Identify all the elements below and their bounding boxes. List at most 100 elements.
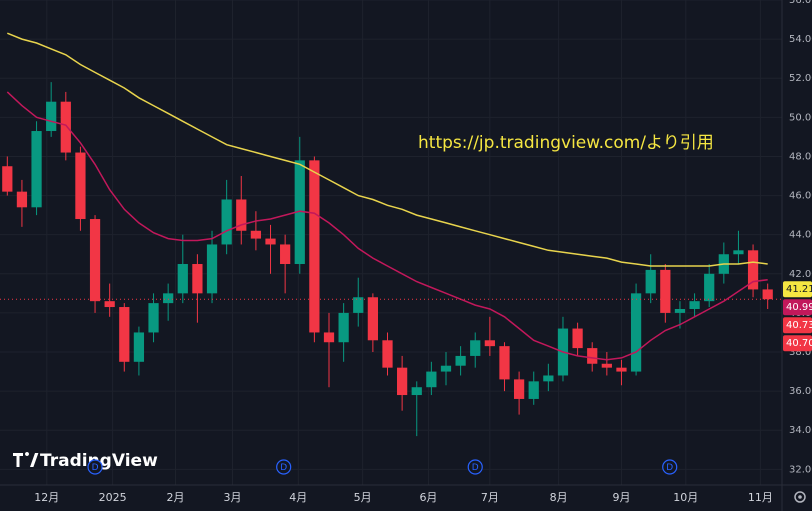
x-tick-label: 8月 bbox=[550, 491, 568, 504]
plot-area bbox=[0, 32, 782, 437]
candle-body bbox=[119, 307, 130, 362]
candle-body bbox=[689, 301, 700, 309]
event-marker bbox=[662, 459, 678, 475]
y-tick-label: 36.00 bbox=[789, 386, 812, 397]
candle-body bbox=[133, 332, 145, 362]
y-tick-label: 54.00 bbox=[789, 34, 812, 45]
candle-body bbox=[236, 199, 247, 231]
candle-body bbox=[674, 308, 686, 313]
y-tick-label: 44.00 bbox=[789, 230, 812, 241]
y-tick-label: 52.00 bbox=[789, 73, 812, 84]
candle-body bbox=[440, 365, 452, 372]
grid bbox=[0, 0, 782, 485]
price-labels: 41.21 40.99 40.73 40.70 bbox=[783, 281, 812, 352]
candle-body bbox=[382, 340, 393, 368]
price-label-box bbox=[783, 335, 812, 352]
candle-body bbox=[338, 312, 349, 343]
y-tick-label: 34.00 bbox=[789, 425, 812, 436]
candle-body bbox=[16, 191, 28, 208]
logo-icon bbox=[13, 452, 39, 467]
x-tick-label: 11月 bbox=[748, 491, 773, 504]
candle-body bbox=[353, 297, 364, 313]
candle-body bbox=[177, 264, 188, 294]
price-label: 40.70 bbox=[786, 338, 812, 349]
candle-body bbox=[75, 152, 86, 220]
candle-body bbox=[265, 238, 276, 245]
y-tick-label: 46.00 bbox=[789, 191, 812, 202]
candle-body bbox=[528, 381, 539, 399]
candle-body bbox=[455, 355, 466, 366]
event-label: D bbox=[280, 463, 287, 473]
y-tick-label: 56.00 bbox=[789, 0, 812, 6]
x-tick-label: 9月 bbox=[612, 491, 630, 504]
candle-body bbox=[206, 244, 218, 294]
candle-body bbox=[704, 273, 715, 302]
x-tick-label: 6月 bbox=[419, 491, 437, 504]
candle-body bbox=[645, 269, 656, 294]
x-tick-label: 2025 bbox=[99, 491, 127, 504]
y-tick-label: 32.00 bbox=[789, 464, 812, 475]
x-tick-label: 12月 bbox=[34, 491, 59, 504]
candle-body bbox=[747, 250, 759, 290]
candle-body bbox=[572, 328, 583, 349]
candle-body bbox=[587, 348, 598, 364]
candle-body bbox=[513, 379, 525, 399]
event-label: D bbox=[472, 463, 479, 473]
moving-average-line bbox=[6, 91, 768, 361]
y-tick-label: 38.00 bbox=[789, 347, 812, 358]
x-tick-label: 7月 bbox=[481, 491, 499, 504]
settings-icon[interactable] bbox=[794, 491, 806, 503]
x-tick-label: 3月 bbox=[224, 491, 242, 504]
candle-body bbox=[280, 244, 291, 265]
candle-body bbox=[601, 363, 612, 368]
candle-body bbox=[250, 230, 262, 239]
candle-body bbox=[367, 297, 378, 341]
candle-body bbox=[2, 166, 13, 192]
candle-body bbox=[60, 101, 71, 153]
candle-body bbox=[192, 264, 203, 294]
price-label: 41.21 bbox=[786, 284, 812, 295]
y-tick-label: 48.00 bbox=[789, 151, 812, 162]
candle-body bbox=[163, 293, 174, 304]
candle-body bbox=[104, 301, 115, 308]
price-label-box bbox=[783, 317, 812, 334]
candle-body bbox=[46, 101, 57, 132]
y-tick-label: 50.00 bbox=[789, 112, 812, 123]
candle-body bbox=[426, 371, 437, 388]
event-marker bbox=[276, 459, 292, 475]
x-tick-label: 5月 bbox=[354, 491, 372, 504]
event-marker bbox=[467, 459, 483, 475]
event-label: D bbox=[92, 463, 99, 473]
x-tick-label: 4月 bbox=[289, 491, 307, 504]
price-label: 40.99 bbox=[786, 302, 812, 313]
event-label: D bbox=[666, 463, 673, 473]
candle-body bbox=[221, 199, 232, 245]
settings-gear-center[interactable] bbox=[798, 495, 802, 499]
x-tick-label: 2月 bbox=[166, 491, 184, 504]
candle-body bbox=[762, 289, 773, 300]
candle-body bbox=[31, 131, 42, 208]
candle-body bbox=[733, 250, 744, 255]
candle-body bbox=[484, 340, 495, 347]
candle-body bbox=[294, 160, 305, 265]
candle-body bbox=[543, 375, 554, 382]
price-label-box bbox=[783, 281, 812, 298]
candle-body bbox=[148, 303, 159, 333]
x-tick-label: 10月 bbox=[673, 491, 698, 504]
settings-gear[interactable] bbox=[794, 491, 806, 503]
price-label: 40.73 bbox=[786, 320, 812, 331]
candle-body bbox=[397, 367, 408, 396]
event-marker bbox=[87, 459, 103, 475]
candle-body bbox=[89, 219, 101, 302]
price-label-box bbox=[783, 299, 812, 316]
candle-body bbox=[470, 340, 481, 356]
annotation: https://jp.tradingview.com/より引用 bbox=[418, 133, 714, 153]
candle-body bbox=[323, 332, 335, 343]
candle-body bbox=[411, 387, 422, 396]
candle-body bbox=[616, 367, 627, 372]
candle-body bbox=[309, 160, 320, 333]
y-tick-label: 42.00 bbox=[789, 269, 812, 280]
